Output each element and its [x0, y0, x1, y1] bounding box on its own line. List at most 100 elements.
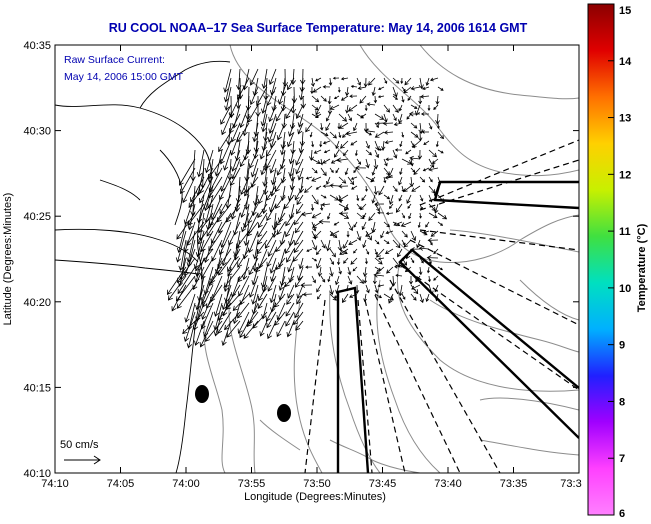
- current-vector: [302, 292, 313, 297]
- current-vector: [415, 104, 421, 116]
- current-vector: [398, 176, 403, 186]
- current-vector: [218, 131, 232, 153]
- current-vector: [355, 284, 360, 294]
- current-vector: [282, 68, 289, 88]
- x-tick-label: 73:50: [303, 478, 331, 490]
- x-tick-label: 73:35: [500, 478, 528, 490]
- colorbar-tick-label: 10: [619, 283, 631, 295]
- current-annotation-line2: May 14, 2006 15:00 GMT: [64, 71, 184, 83]
- current-vector: [384, 248, 394, 254]
- current-vector: [361, 194, 367, 201]
- current-vector: [279, 149, 286, 170]
- current-vector: [415, 275, 421, 283]
- current-vector: [325, 239, 331, 252]
- current-vector: [395, 273, 403, 278]
- current-vector: [353, 248, 358, 254]
- current-vector: [431, 158, 439, 164]
- current-vector: [374, 284, 379, 294]
- current-vector: [285, 212, 295, 227]
- current-vector: [365, 149, 373, 156]
- current-vector: [397, 113, 403, 124]
- current-vector: [352, 122, 358, 132]
- current-vector: [239, 320, 250, 339]
- current-vector: [403, 86, 412, 94]
- current-vector: [373, 272, 385, 278]
- current-vector: [294, 221, 304, 234]
- current-vector: [297, 266, 304, 281]
- colorbar-tick-label: 7: [619, 453, 625, 465]
- current-vector: [401, 212, 406, 219]
- current-vector: [334, 293, 340, 299]
- current-vector: [347, 176, 355, 186]
- current-vector: [326, 212, 331, 220]
- current-vector: [408, 111, 421, 117]
- colorbar-tick-label: 9: [619, 340, 625, 352]
- current-vector: [247, 203, 259, 224]
- current-vector: [418, 122, 424, 135]
- current-vector: [420, 94, 430, 99]
- current-vector: [398, 104, 403, 112]
- current-vector: [350, 176, 358, 180]
- current-vector: [208, 230, 223, 252]
- current-vector: [417, 221, 421, 229]
- current-vector: [342, 293, 349, 304]
- current-vector: [329, 167, 334, 173]
- current-vector: [353, 167, 358, 174]
- current-vector: [392, 77, 400, 84]
- current-vector: [327, 275, 331, 283]
- current-vector: [297, 167, 304, 181]
- current-vector: [258, 212, 268, 229]
- current-vector: [418, 95, 423, 105]
- current-vector: [242, 68, 250, 91]
- current-vector: [401, 257, 408, 266]
- current-vector: [248, 257, 259, 276]
- current-vector: [418, 77, 424, 90]
- current-vector: [278, 275, 286, 291]
- current-vector: [423, 140, 430, 146]
- current-vector: [300, 95, 306, 109]
- current-vector: [405, 149, 412, 155]
- colorbar: [587, 3, 615, 516]
- current-vector: [385, 157, 394, 162]
- current-vector: [280, 131, 286, 150]
- current-vector: [221, 113, 232, 136]
- current-vector: [318, 219, 331, 225]
- current-vector: [338, 176, 347, 184]
- current-vector: [403, 185, 412, 192]
- current-vector: [315, 248, 322, 256]
- current-vector: [322, 184, 331, 188]
- current-vector: [287, 257, 295, 273]
- current-vector: [269, 257, 277, 274]
- current-vector: [295, 149, 304, 166]
- current-vector: [437, 212, 448, 220]
- current-vector: [276, 212, 286, 227]
- current-vector: [290, 68, 296, 85]
- current-vector: [343, 257, 349, 264]
- x-axis-label: Longitude (Degrees:Minutes): [244, 491, 386, 503]
- current-vector: [385, 230, 394, 235]
- current-vector: [195, 248, 214, 272]
- current-vector: [425, 221, 430, 228]
- current-vector: [184, 293, 196, 323]
- current-vector: [338, 266, 342, 275]
- current-vector: [436, 122, 440, 130]
- current-vector: [223, 266, 232, 292]
- current-vector: [335, 140, 340, 149]
- current-vector: [335, 284, 340, 294]
- current-vector: [392, 113, 397, 122]
- current-vector: [433, 185, 439, 197]
- current-vector: [428, 284, 434, 296]
- current-vector: [195, 293, 205, 322]
- current-vector: [301, 211, 313, 217]
- current-vector: [252, 311, 268, 329]
- current-vector: [288, 122, 295, 137]
- current-vector: [400, 77, 404, 85]
- current-vector: [394, 148, 403, 152]
- current-vector: [338, 131, 342, 139]
- current-vector: [311, 167, 318, 174]
- current-vector: [186, 320, 196, 349]
- scale-label: 50 cm/s: [60, 439, 99, 451]
- current-vector: [257, 221, 268, 238]
- current-vector: [320, 167, 327, 177]
- current-vector: [167, 275, 187, 301]
